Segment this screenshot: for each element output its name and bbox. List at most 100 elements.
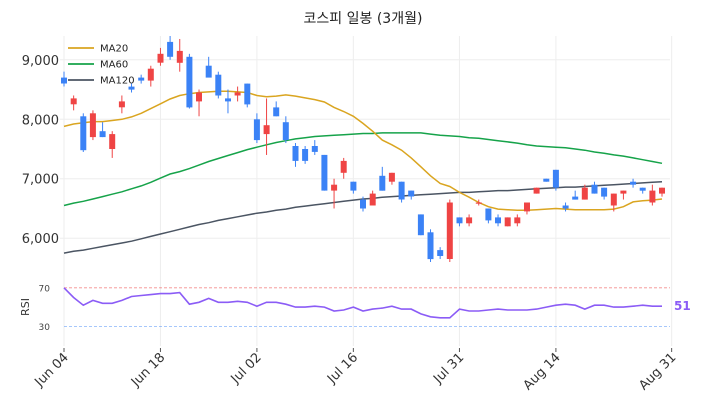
candle-body: [514, 217, 521, 224]
candle: [253, 113, 260, 144]
candle: [263, 98, 270, 155]
candle-body: [659, 187, 665, 194]
price-tick-label: 6,000: [22, 232, 59, 247]
candle: [80, 113, 87, 152]
candle: [581, 184, 588, 200]
candle-body: [630, 181, 637, 185]
candle: [215, 71, 222, 99]
candle: [495, 214, 501, 227]
candle: [543, 178, 550, 182]
moving-average-lines: [63, 90, 663, 254]
candle-body: [417, 214, 424, 236]
candle-body: [485, 208, 492, 221]
candle-body: [543, 178, 550, 182]
candle: [128, 83, 135, 93]
rsi-guides: [64, 287, 670, 327]
x-tick-label: Jun 18: [128, 350, 168, 390]
candle-body: [282, 122, 289, 140]
candle: [302, 146, 309, 164]
candle-body: [504, 217, 511, 227]
candle: [417, 214, 424, 236]
candle-body: [437, 250, 444, 256]
candle-body: [263, 125, 270, 135]
candle-body: [99, 131, 106, 138]
candle: [167, 36, 174, 60]
chart-title: 코스피 일봉 (3개월): [304, 11, 423, 27]
price-tick-label: 8,000: [22, 113, 59, 128]
candle: [186, 53, 193, 109]
candle: [533, 187, 540, 194]
candle-body: [138, 77, 145, 81]
candle-body: [273, 107, 280, 117]
candle: [408, 190, 415, 200]
candle: [360, 196, 366, 212]
candle-body: [157, 53, 164, 63]
legend-label-ma60: MA60: [100, 60, 128, 71]
candle-body: [118, 101, 125, 108]
candle-body: [466, 217, 473, 224]
legend: MA20 MA60 MA120: [68, 44, 135, 87]
candle-body: [186, 56, 193, 108]
candle-body: [89, 113, 96, 138]
ma60-line: [63, 132, 663, 207]
candle: [601, 187, 608, 200]
candle-body: [369, 193, 376, 206]
candle-body: [649, 190, 656, 203]
candlesticks: [61, 36, 665, 262]
candle-body: [456, 217, 463, 224]
candle-body: [379, 175, 386, 191]
candle: [321, 154, 328, 191]
candle: [446, 199, 453, 262]
x-tick-label: Jul 02: [228, 350, 265, 387]
candle-body: [225, 98, 231, 102]
candle: [514, 214, 521, 227]
candle-body: [215, 74, 222, 96]
candle: [649, 184, 656, 206]
candle-body: [292, 146, 299, 161]
candle: [147, 65, 154, 87]
candle-body: [639, 187, 646, 191]
candle-body: [388, 172, 395, 182]
candle: [562, 202, 569, 212]
rsi-axis-label: RSI: [19, 298, 32, 316]
rsi-tick-label: 30: [39, 323, 51, 333]
candle: [109, 131, 116, 158]
candle-body: [205, 65, 212, 78]
candle-body: [311, 146, 318, 152]
candle-body: [321, 154, 328, 191]
candle-body: [244, 83, 251, 105]
candle: [118, 95, 125, 114]
candle: [398, 181, 405, 203]
candle: [340, 157, 347, 179]
rsi-last-value-label: 51: [674, 299, 691, 313]
candle-body: [427, 232, 434, 260]
candle-body: [495, 217, 501, 224]
price-tick-label: 7,000: [22, 173, 59, 188]
price-tick-label: 9,000: [22, 54, 59, 69]
candle-body: [524, 202, 530, 212]
candle: [157, 47, 164, 66]
candle: [350, 181, 357, 194]
candle: [630, 178, 637, 188]
candle-body: [572, 196, 579, 200]
legend-label-ma120: MA120: [100, 76, 135, 87]
candle-body: [581, 187, 588, 200]
candle-body: [234, 92, 241, 96]
candle-body: [446, 202, 453, 259]
candle-body: [331, 184, 338, 191]
x-tick-label: Aug 31: [636, 350, 679, 393]
candle: [504, 217, 511, 227]
candle-body: [176, 50, 183, 63]
candle-body: [562, 205, 569, 209]
candle-body: [533, 187, 540, 194]
candle: [273, 101, 280, 117]
rsi-tick-label: 70: [39, 284, 51, 294]
candle-body: [147, 68, 154, 81]
candle-body: [398, 181, 405, 200]
candle: [388, 172, 395, 185]
candle: [456, 217, 463, 227]
candle-body: [80, 116, 87, 151]
candle: [99, 122, 106, 138]
candle: [485, 208, 492, 224]
